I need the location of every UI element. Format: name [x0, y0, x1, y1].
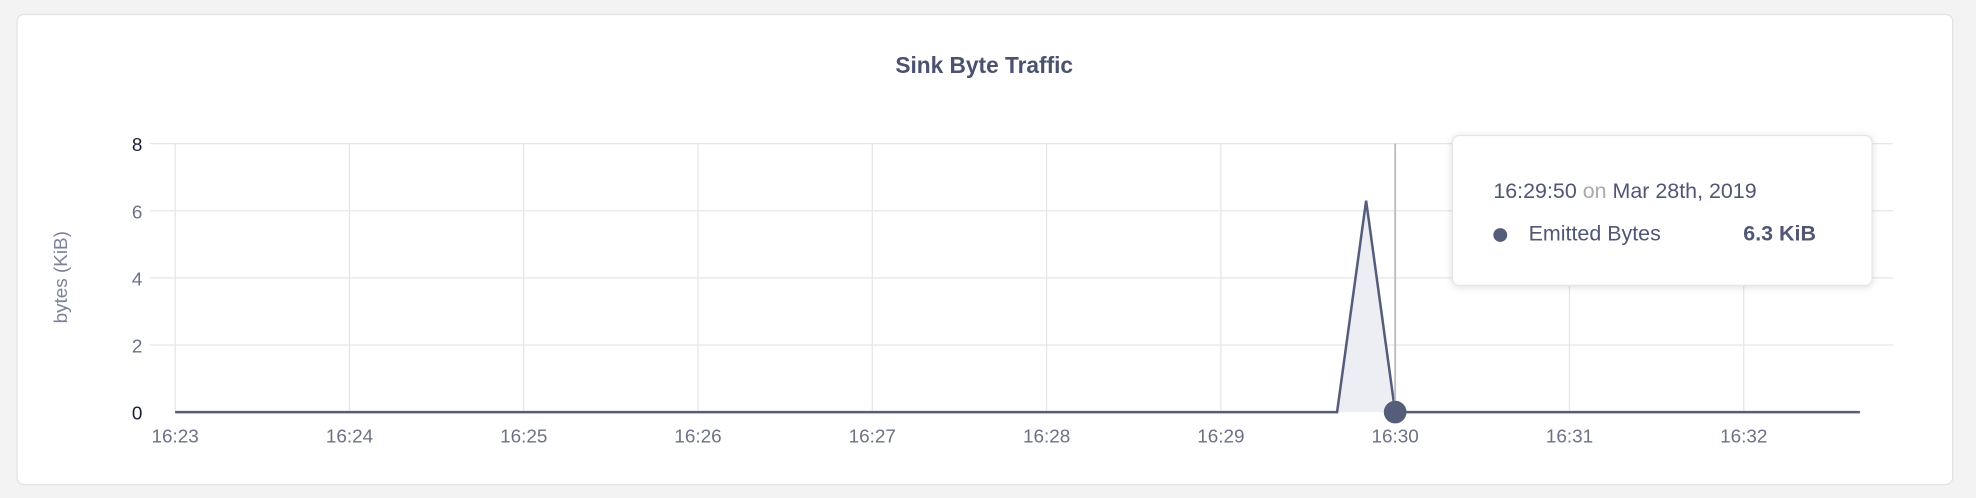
tooltip-date: Mar 28th, 2019 [1612, 178, 1757, 203]
x-tick-label: 16:31 [1546, 426, 1593, 447]
tooltip-series-row: Emitted Bytes 6.3 KiB [1493, 222, 1871, 247]
chart-title: Sink Byte Traffic [895, 52, 1073, 78]
x-tick-label: 16:29 [1197, 426, 1244, 447]
y-tick-label: 8 [132, 135, 143, 156]
tooltip-value: 6.3 KiB [1743, 221, 1816, 246]
tooltip-series-name: Emitted Bytes [1528, 221, 1661, 246]
hover-point [1383, 400, 1407, 424]
x-tick-label: 16:27 [849, 426, 896, 447]
tooltip: 16:29:50 on Mar 28th, 2019 Emitted Bytes… [1451, 134, 1873, 287]
y-tick-label: 4 [132, 269, 143, 290]
y-tick-label: 0 [132, 404, 143, 425]
series-dot-icon [1493, 227, 1508, 242]
tooltip-time: 16:29:50 [1493, 178, 1577, 203]
x-tick-label: 16:26 [674, 426, 721, 447]
tooltip-on: on [1582, 178, 1607, 203]
x-tick-label: 16:24 [326, 426, 373, 447]
y-tick-label: 2 [132, 337, 143, 358]
x-tick-label: 16:25 [500, 426, 547, 447]
x-tick-label: 16:32 [1720, 426, 1767, 447]
y-axis-label: bytes (KiB) [51, 231, 72, 323]
x-tick-label: 16:28 [1023, 426, 1070, 447]
y-tick-label: 6 [132, 202, 143, 223]
x-tick-label: 16:23 [152, 426, 199, 447]
x-tick-label: 16:30 [1372, 426, 1419, 447]
tooltip-header: 16:29:50 on Mar 28th, 2019 [1493, 179, 1871, 204]
